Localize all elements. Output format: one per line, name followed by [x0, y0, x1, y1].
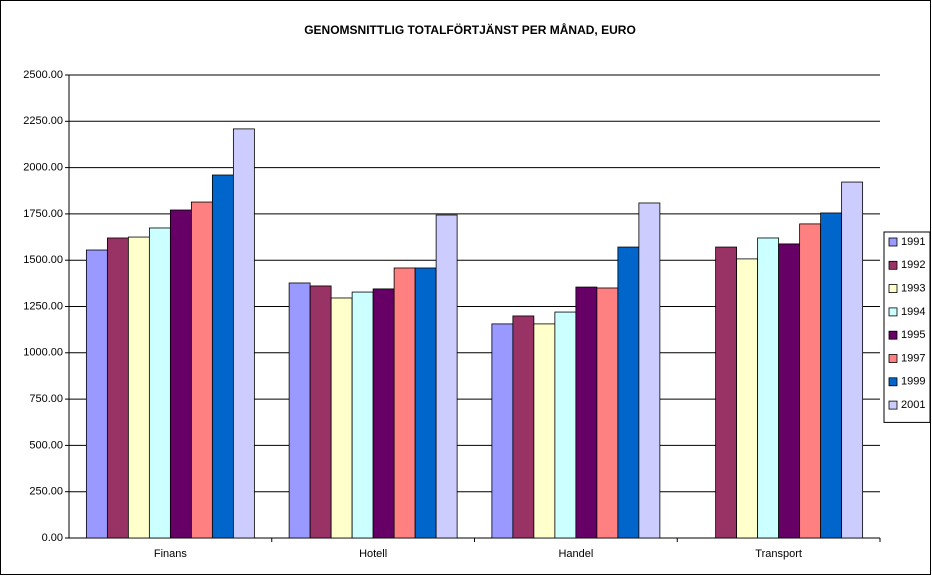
bar — [841, 181, 864, 539]
legend-swatch — [888, 260, 898, 270]
x-tick-label: Hotell — [359, 548, 387, 560]
y-tick-label: 500.00 — [29, 439, 63, 451]
legend-label: 1994 — [901, 306, 925, 318]
bar — [715, 246, 738, 539]
bar — [799, 223, 822, 539]
legend-label: 1995 — [901, 329, 925, 341]
legend-swatch — [888, 237, 898, 247]
y-tick-label: 1000.00 — [23, 347, 63, 359]
y-tick-label: 2500.00 — [23, 69, 63, 81]
bar — [211, 174, 234, 539]
legend-swatch — [888, 354, 898, 363]
legend-label: 1992 — [901, 259, 925, 271]
bar — [106, 237, 129, 539]
bar — [533, 323, 556, 539]
x-tick-label: Handel — [558, 548, 593, 560]
legend-label: 1991 — [901, 236, 925, 248]
legend-label: 1999 — [901, 376, 925, 388]
bar — [309, 285, 332, 539]
legend-label: 1997 — [901, 352, 925, 364]
y-tick-label: 250.00 — [29, 486, 63, 498]
bar — [127, 236, 150, 539]
bar — [820, 212, 843, 539]
bar — [414, 267, 437, 539]
bar — [575, 286, 598, 539]
bar — [554, 311, 577, 539]
bar — [330, 297, 353, 539]
bar — [393, 267, 416, 539]
y-tick-label: 1750.00 — [23, 208, 63, 220]
bar — [351, 291, 374, 539]
chart-title: GENOMSNITTLIG TOTALFÖRTJÄNST PER MÅNAD, … — [304, 22, 636, 37]
legend-swatch — [888, 330, 898, 340]
legend-swatch — [888, 307, 898, 317]
y-tick-label: 2250.00 — [23, 115, 63, 127]
legend-label: 2001 — [901, 399, 925, 411]
legend-swatch — [888, 284, 898, 294]
y-tick-label: 2000.00 — [23, 162, 63, 174]
bar — [85, 249, 108, 539]
bar — [491, 323, 514, 539]
bar — [778, 243, 801, 539]
legend-swatch — [888, 400, 898, 410]
bar — [288, 282, 311, 539]
bar — [435, 214, 458, 539]
bar — [638, 202, 661, 539]
y-tick-label: 1500.00 — [23, 254, 63, 266]
bar — [190, 201, 213, 539]
bar — [232, 128, 255, 539]
x-tick-label: Transport — [755, 548, 802, 560]
bar — [372, 288, 395, 539]
bar — [512, 315, 535, 539]
bar — [617, 246, 640, 539]
bar — [169, 209, 192, 539]
bar — [148, 227, 171, 539]
y-tick-label: 1250.00 — [23, 300, 63, 312]
legend-swatch — [888, 377, 898, 387]
legend-label: 1993 — [901, 283, 925, 295]
y-tick-label: 750.00 — [29, 393, 63, 405]
y-tick-label: 0.00 — [42, 532, 63, 544]
x-tick-label: Finans — [154, 548, 188, 560]
bar — [596, 287, 619, 539]
bar — [757, 237, 780, 539]
bar — [736, 258, 759, 539]
